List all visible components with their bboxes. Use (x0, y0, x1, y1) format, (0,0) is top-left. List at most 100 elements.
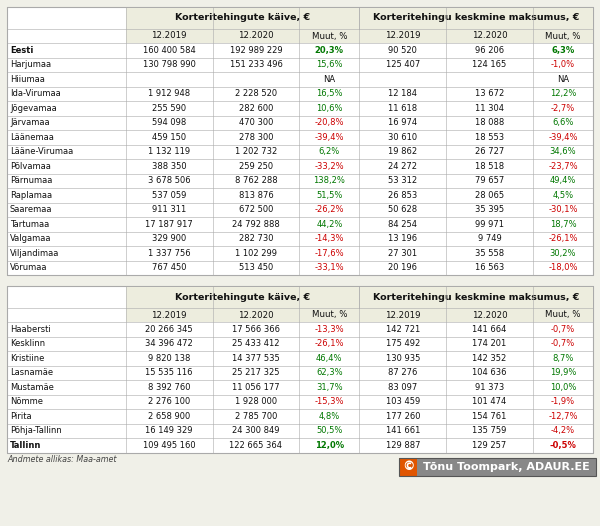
Text: Tõnu Toompark, ADAUR.EE: Tõnu Toompark, ADAUR.EE (423, 461, 590, 471)
Text: 18 518: 18 518 (475, 162, 504, 171)
Text: -26,1%: -26,1% (314, 339, 344, 348)
Text: 177 260: 177 260 (386, 412, 420, 421)
Text: 103 459: 103 459 (386, 397, 420, 406)
Text: -1,9%: -1,9% (551, 397, 575, 406)
Bar (359, 286, 593, 308)
Bar (7, 286, 593, 452)
Text: 141 664: 141 664 (472, 325, 507, 334)
Text: 31,7%: 31,7% (316, 383, 343, 392)
Text: Korteritehingute käive, €: Korteritehingute käive, € (175, 292, 310, 301)
Text: 79 657: 79 657 (475, 176, 504, 185)
Text: 2 228 520: 2 228 520 (235, 89, 277, 98)
Text: 35 558: 35 558 (475, 249, 504, 258)
Text: 53 312: 53 312 (388, 176, 418, 185)
Text: 12.2019: 12.2019 (385, 32, 421, 41)
Text: -2,7%: -2,7% (551, 104, 575, 113)
Text: 138,2%: 138,2% (313, 176, 346, 185)
Text: Pärnumaa: Pärnumaa (10, 176, 52, 185)
Text: Muut, %: Muut, % (545, 32, 581, 41)
Text: 15,6%: 15,6% (316, 60, 343, 69)
Text: 12.2019: 12.2019 (151, 32, 187, 41)
Text: -0,5%: -0,5% (550, 441, 577, 450)
Text: NA: NA (323, 75, 335, 84)
Text: 24 792 888: 24 792 888 (232, 220, 280, 229)
Text: 9 749: 9 749 (478, 234, 502, 243)
Text: Ida-Virumaa: Ida-Virumaa (10, 89, 61, 98)
Text: 16 149 329: 16 149 329 (145, 426, 193, 435)
Text: 26 727: 26 727 (475, 147, 504, 156)
Text: Raplamaa: Raplamaa (10, 191, 52, 200)
Text: 911 311: 911 311 (152, 205, 186, 214)
Text: 2 276 100: 2 276 100 (148, 397, 190, 406)
Text: 6,2%: 6,2% (319, 147, 340, 156)
Text: 129 887: 129 887 (386, 441, 420, 450)
Text: 101 474: 101 474 (472, 397, 506, 406)
Text: 25 217 325: 25 217 325 (232, 368, 280, 377)
Text: 142 721: 142 721 (386, 325, 420, 334)
Text: 4,5%: 4,5% (553, 191, 574, 200)
Text: 12.2020: 12.2020 (472, 32, 508, 41)
Text: 44,2%: 44,2% (316, 220, 343, 229)
Text: 11 618: 11 618 (388, 104, 418, 113)
Text: 135 759: 135 759 (472, 426, 507, 435)
Text: Pirita: Pirita (10, 412, 32, 421)
Text: 13 196: 13 196 (388, 234, 418, 243)
Text: -33,2%: -33,2% (314, 162, 344, 171)
Text: 34,6%: 34,6% (550, 147, 576, 156)
Text: 767 450: 767 450 (152, 263, 187, 272)
Bar (126, 308, 359, 322)
Text: 129 257: 129 257 (472, 441, 506, 450)
Text: 49,4%: 49,4% (550, 176, 576, 185)
Text: 25 433 412: 25 433 412 (232, 339, 280, 348)
Text: -13,3%: -13,3% (314, 325, 344, 334)
Bar (126, 286, 359, 308)
Text: 12,2%: 12,2% (550, 89, 576, 98)
Text: 130 798 990: 130 798 990 (143, 60, 196, 69)
Text: -30,1%: -30,1% (548, 205, 578, 214)
Text: Järvamaa: Järvamaa (10, 118, 50, 127)
Text: 83 097: 83 097 (388, 383, 418, 392)
Bar (359, 7, 593, 29)
Text: 20,3%: 20,3% (315, 46, 344, 55)
Text: 329 900: 329 900 (152, 234, 186, 243)
Text: 11 304: 11 304 (475, 104, 504, 113)
Text: 8,7%: 8,7% (552, 354, 574, 363)
Text: 20 196: 20 196 (388, 263, 417, 272)
Text: 1 912 948: 1 912 948 (148, 89, 190, 98)
Text: 12.2019: 12.2019 (151, 310, 187, 319)
Text: 18 088: 18 088 (475, 118, 504, 127)
Text: -39,4%: -39,4% (314, 133, 344, 141)
Text: 18 553: 18 553 (475, 133, 504, 141)
Text: Lääne-Virumaa: Lääne-Virumaa (10, 147, 73, 156)
Text: 1 337 756: 1 337 756 (148, 249, 190, 258)
Text: 15 535 116: 15 535 116 (145, 368, 193, 377)
Text: -20,8%: -20,8% (314, 118, 344, 127)
Text: 8 392 760: 8 392 760 (148, 383, 190, 392)
Text: 10,6%: 10,6% (316, 104, 343, 113)
Text: 24 300 849: 24 300 849 (232, 426, 280, 435)
Text: 470 300: 470 300 (239, 118, 273, 127)
Text: 16,5%: 16,5% (316, 89, 343, 98)
Text: 12.2019: 12.2019 (385, 310, 421, 319)
Text: 1 928 000: 1 928 000 (235, 397, 277, 406)
Text: 35 395: 35 395 (475, 205, 504, 214)
Text: 672 500: 672 500 (239, 205, 273, 214)
Bar (359, 29, 593, 43)
Text: Kristiine: Kristiine (10, 354, 44, 363)
Text: 174 201: 174 201 (472, 339, 506, 348)
Text: 278 300: 278 300 (239, 133, 273, 141)
Text: Läänemaa: Läänemaa (10, 133, 54, 141)
Text: 91 373: 91 373 (475, 383, 504, 392)
Text: 6,6%: 6,6% (552, 118, 574, 127)
Text: -12,7%: -12,7% (548, 412, 578, 421)
Text: 1 132 119: 1 132 119 (148, 147, 190, 156)
Text: Korteritehingute käive, €: Korteritehingute käive, € (175, 14, 310, 23)
Text: 9 820 138: 9 820 138 (148, 354, 190, 363)
Text: -26,2%: -26,2% (314, 205, 344, 214)
Text: 12.2020: 12.2020 (238, 310, 274, 319)
Text: 27 301: 27 301 (388, 249, 418, 258)
Text: -14,3%: -14,3% (314, 234, 344, 243)
Text: 141 661: 141 661 (386, 426, 420, 435)
Text: 34 396 472: 34 396 472 (145, 339, 193, 348)
Text: 125 407: 125 407 (386, 60, 420, 69)
